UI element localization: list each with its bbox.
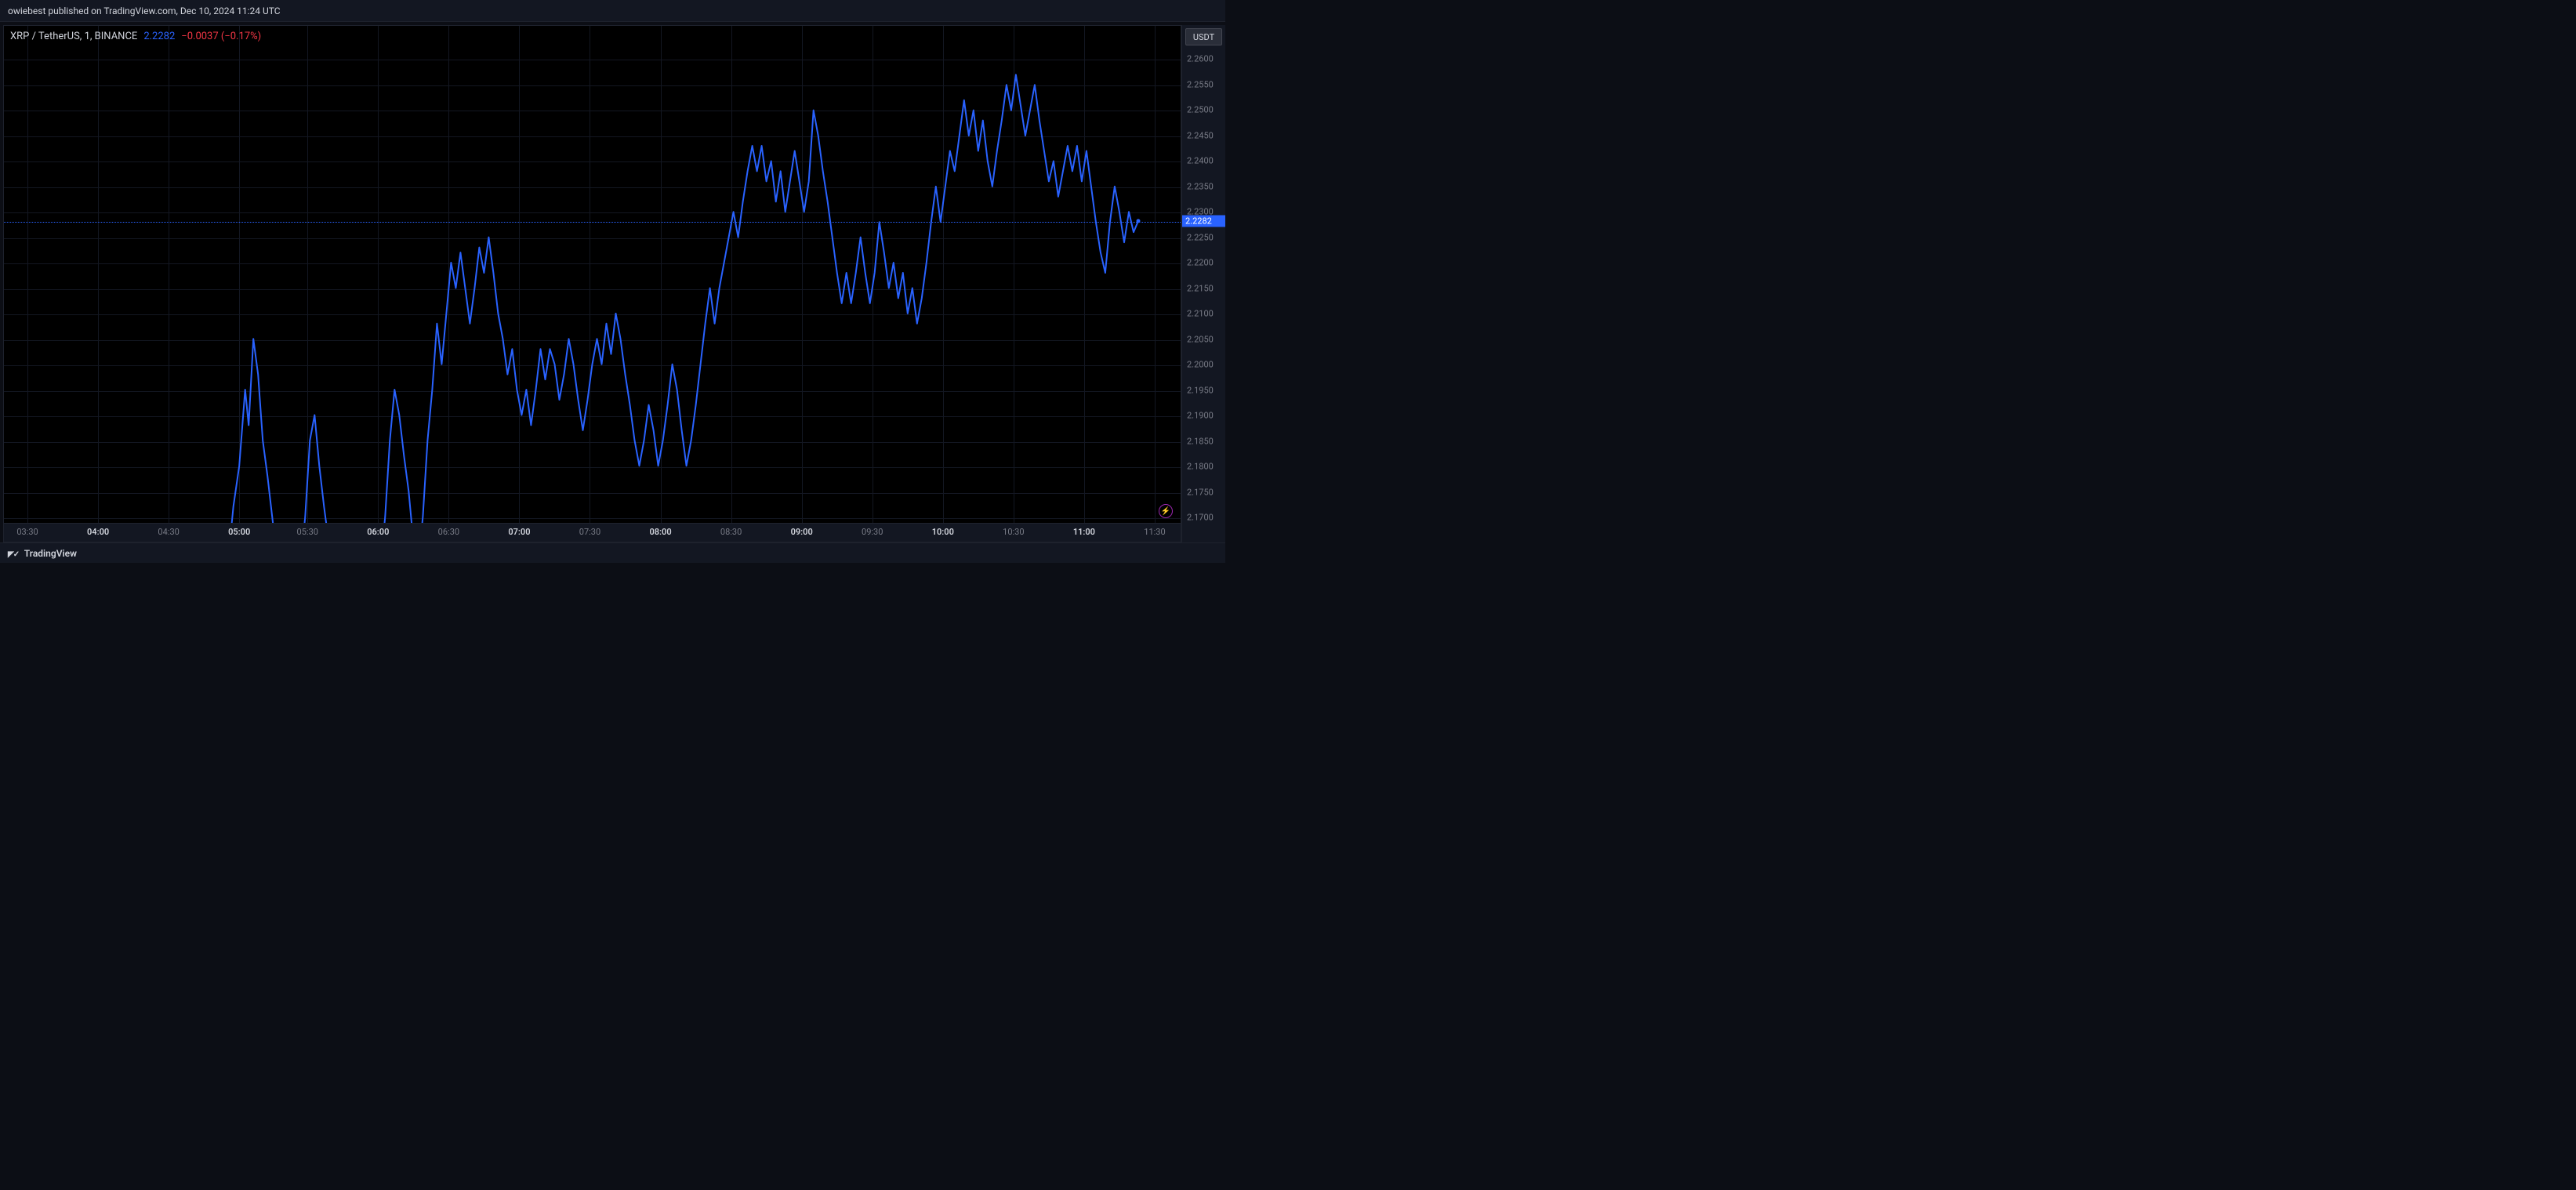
x-tick: 05:00	[228, 527, 250, 537]
y-tick: 2.2500	[1187, 105, 1214, 115]
brand-text: TradingView	[24, 548, 77, 559]
x-tick: 09:30	[862, 527, 883, 537]
chart-area[interactable]: XRP / TetherUS, 1, BINANCE 2.2282 −0.003…	[3, 25, 1181, 542]
current-price-badge: 2.2282	[1182, 215, 1225, 227]
x-tick: 06:00	[367, 527, 389, 537]
symbol-price: 2.2282	[143, 31, 175, 42]
y-tick: 2.2050	[1187, 334, 1214, 344]
price-line-chart	[4, 26, 1181, 523]
y-axis[interactable]: USDT 2.2600 2.2550 2.2500 2.2450 2.2400 2.235…	[1181, 25, 1225, 542]
tradingview-icon: ◤✓	[8, 550, 19, 559]
y-tick: 2.2400	[1187, 156, 1214, 166]
y-tick: 2.2600	[1187, 54, 1214, 64]
y-tick: 2.2450	[1187, 130, 1214, 140]
y-tick: 2.1800	[1187, 462, 1214, 472]
y-tick: 2.1950	[1187, 385, 1214, 395]
y-tick: 2.2350	[1187, 181, 1214, 191]
x-tick: 04:30	[158, 527, 179, 537]
symbol-change: −0.0037 (−0.17%)	[181, 31, 261, 42]
x-tick: 06:30	[438, 527, 459, 537]
x-tick: 07:30	[579, 527, 600, 537]
x-tick: 11:30	[1144, 527, 1165, 537]
x-tick: 10:00	[932, 527, 954, 537]
main-area: XRP / TetherUS, 1, BINANCE 2.2282 −0.003…	[0, 22, 1225, 542]
publish-header: owiebest published on TradingView.com, D…	[0, 0, 1225, 22]
x-tick: 07:00	[508, 527, 530, 537]
y-tick: 2.1700	[1187, 513, 1214, 523]
y-axis-unit[interactable]: USDT	[1185, 28, 1222, 45]
y-tick: 2.2100	[1187, 309, 1214, 319]
x-tick: 10:30	[1003, 527, 1024, 537]
symbol-bar: XRP / TetherUS, 1, BINANCE 2.2282 −0.003…	[10, 31, 261, 42]
flash-icon[interactable]: ⚡	[1159, 504, 1173, 518]
y-tick: 2.1850	[1187, 436, 1214, 446]
y-tick: 2.1900	[1187, 411, 1214, 421]
footer: ◤✓ TradingView	[0, 542, 1225, 563]
x-tick: 09:00	[791, 527, 813, 537]
x-axis[interactable]: 03:30 04:00 04:30 05:00 05:30 06:00 06:30 07:00…	[4, 523, 1181, 542]
x-tick: 08:30	[720, 527, 742, 537]
y-tick: 2.2150	[1187, 283, 1214, 293]
y-tick: 2.2200	[1187, 258, 1214, 268]
y-tick: 2.2000	[1187, 360, 1214, 370]
y-tick: 2.1750	[1187, 487, 1214, 497]
x-tick: 03:30	[16, 527, 38, 537]
x-tick: 08:00	[649, 527, 671, 537]
x-tick: 11:00	[1073, 527, 1095, 537]
x-tick: 05:30	[297, 527, 318, 537]
brand-logo[interactable]: ◤✓ TradingView	[8, 548, 77, 559]
x-tick: 04:00	[87, 527, 109, 537]
y-tick: 2.2550	[1187, 79, 1214, 89]
publish-text: owiebest published on TradingView.com, D…	[8, 5, 281, 16]
y-tick: 2.2250	[1187, 232, 1214, 242]
symbol-name[interactable]: XRP / TetherUS, 1, BINANCE	[10, 31, 137, 42]
